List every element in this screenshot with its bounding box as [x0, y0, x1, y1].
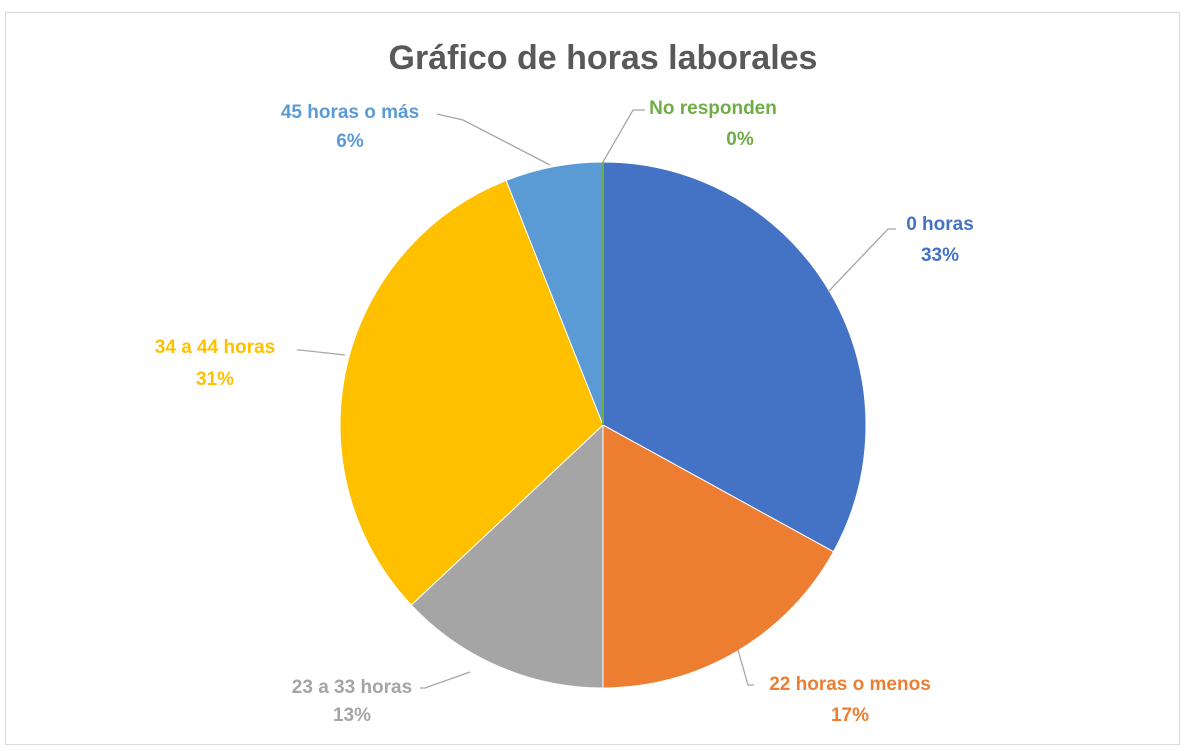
slice-value-label: 33% — [921, 245, 959, 266]
pie-slice — [339, 179, 604, 606]
slice-value-label: 17% — [831, 705, 869, 726]
slice-value-label: 13% — [333, 705, 371, 726]
pie-slice — [410, 423, 604, 689]
slice-label: No responden — [649, 98, 777, 119]
slice-label: 0 horas — [906, 214, 974, 235]
slice-value-label: 0% — [726, 129, 754, 150]
leader-line — [602, 109, 645, 163]
leader-line — [420, 671, 471, 689]
slice-value-label: 6% — [336, 131, 364, 152]
slice-label: 34 a 44 horas — [155, 337, 275, 358]
leader-line — [297, 349, 346, 356]
pie-slice — [602, 424, 835, 689]
slice-label: 22 horas o menos — [769, 674, 931, 695]
slice-label: 23 a 33 horas — [292, 677, 412, 698]
leader-line — [827, 228, 896, 293]
slice-value-label: 31% — [196, 369, 234, 390]
chart-title: Gráfico de horas laborales — [389, 39, 818, 77]
slice-label: 45 horas o más — [281, 102, 419, 123]
leader-line — [737, 649, 754, 686]
leader-line — [436, 113, 551, 166]
